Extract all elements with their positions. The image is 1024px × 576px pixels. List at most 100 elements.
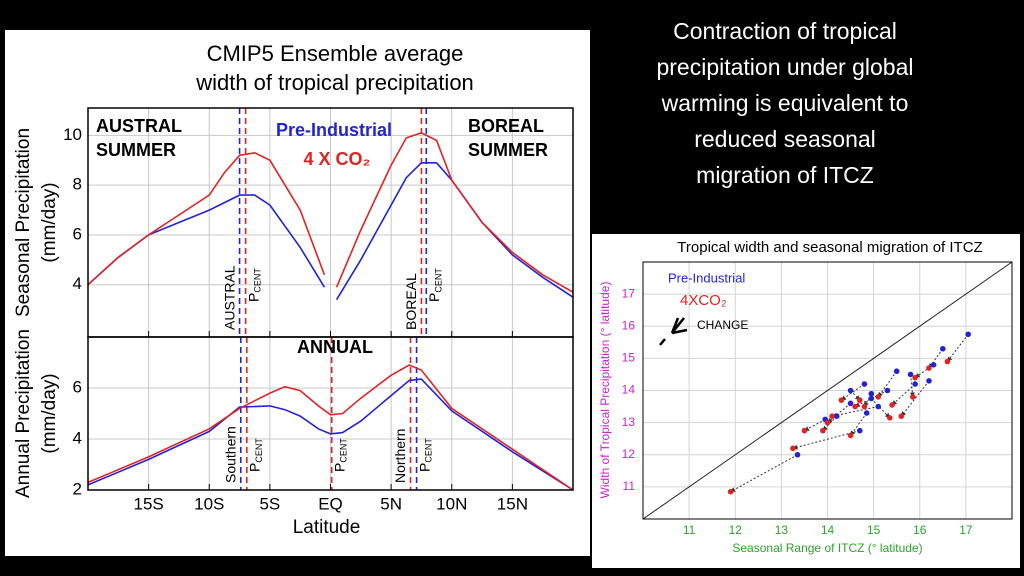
legend-entry: 4XCO₂ [680, 292, 727, 309]
change-arrow [730, 454, 798, 493]
p-cent-subscript: CENT [339, 438, 349, 463]
slide-heading-line: reduced seasonal [694, 126, 876, 152]
data-point [940, 345, 946, 352]
data-point [847, 387, 854, 394]
p-cent-subscript: CENT [254, 438, 264, 463]
y-tick-label: 6 [73, 377, 82, 396]
legend-entry: 4 X CO₂ [303, 149, 370, 169]
data-point [820, 427, 826, 434]
change-arrow [850, 412, 868, 436]
data-point [856, 397, 863, 403]
p-cent-subscript: CENT [424, 438, 434, 463]
data-point [893, 368, 900, 375]
change-arrow [792, 430, 860, 450]
x-tick-label: 5S [259, 494, 280, 513]
slide-heading-line: warming is equivalent to [661, 90, 909, 116]
change-arrow [827, 402, 851, 424]
panel-label: ANNUAL [297, 337, 373, 357]
y-tick-label: 13 [622, 415, 636, 429]
y-tick-label: 14 [622, 383, 636, 397]
p-cent-subscript: CENT [253, 268, 263, 293]
x-tick-label: 5N [380, 494, 402, 513]
data-point [847, 432, 854, 439]
data-point [907, 371, 914, 378]
data-point [889, 402, 895, 408]
slide-heading-line: Contraction of tropical [673, 18, 897, 44]
x-tick-label: 17 [959, 523, 973, 537]
slide-heading-line: migration of ITCZ [696, 162, 874, 188]
season-label: AUSTRAL [96, 116, 182, 136]
data-point [790, 445, 796, 452]
y-axis-label: Width of Tropical Precipitation (° latit… [598, 282, 612, 499]
x-tick-label: 14 [821, 523, 835, 537]
legend-entry: Pre-Industrial [668, 270, 745, 285]
data-point [875, 394, 882, 400]
data-point [727, 488, 734, 495]
y-tick-label: 2 [73, 479, 82, 498]
y-tick-label: 12 [622, 447, 636, 461]
y-axis-label: (mm/day) [39, 373, 60, 453]
data-point [910, 394, 916, 400]
data-point [965, 331, 971, 338]
data-point [861, 381, 868, 387]
right-figure-panel [592, 234, 1020, 568]
x-tick-label: 10S [194, 494, 224, 513]
data-point [926, 378, 932, 384]
change-arrow [900, 380, 930, 417]
y-tick-label: 15 [622, 351, 636, 365]
season-label: SUMMER [468, 140, 548, 160]
data-point [847, 400, 854, 407]
data-point [794, 451, 801, 458]
x-axis-label: Seasonal Range of ITCZ (° latitude) [732, 541, 922, 555]
chart-title: CMIP5 Ensemble average [207, 41, 464, 66]
data-point [852, 403, 858, 410]
slide-heading: Contraction of tropical precipitation und… [656, 18, 913, 188]
x-tick-label: 11 [683, 523, 696, 537]
data-point [884, 387, 891, 394]
chart-title: Tropical width and seasonal migration of… [677, 239, 982, 256]
x-tick-label: 12 [729, 523, 743, 537]
x-tick-label: 10N [436, 494, 467, 513]
season-label: BOREAL [468, 116, 544, 136]
change-arrow [870, 398, 891, 419]
change-arrow [891, 383, 916, 406]
data-point [868, 395, 875, 402]
y-tick-label: 6 [73, 224, 82, 243]
y-tick-label: 4 [73, 274, 82, 293]
data-point [801, 427, 808, 434]
change-arrow [840, 383, 865, 401]
p-cent-label: AUSTRAL [221, 265, 237, 330]
season-label: SUMMER [96, 140, 176, 160]
series-line [87, 132, 574, 293]
legend-change-icon [659, 317, 688, 346]
plot-frame [87, 336, 574, 491]
data-point [868, 390, 875, 397]
x-tick-label: 15 [867, 523, 881, 537]
p-cent-label: Southern [222, 426, 238, 483]
x-tick-label: 15S [134, 494, 164, 513]
x-axis-label: Latitude [293, 517, 361, 538]
data-point [926, 365, 932, 371]
p-cent-label: Northern [392, 429, 408, 483]
y-tick-label: 10 [63, 125, 82, 144]
x-tick-label: EQ [318, 494, 343, 513]
change-arrow [947, 333, 969, 362]
chart-title: width of tropical precipitation [195, 70, 474, 95]
data-point [838, 397, 845, 403]
legend-entry: CHANGE [697, 318, 748, 332]
data-point [856, 427, 863, 434]
plot-frame [642, 261, 1013, 520]
series-line [87, 364, 574, 491]
data-point [824, 419, 831, 426]
y-tick-label: 4 [73, 428, 82, 447]
y-tick-label: 8 [73, 175, 82, 194]
one-to-one-line [642, 261, 1013, 520]
change-arrow [822, 415, 838, 432]
y-axis-label: Seasonal Precipitation [13, 128, 34, 317]
y-tick-label: 11 [623, 479, 636, 493]
y-tick-label: 17 [622, 286, 636, 300]
y-tick-label: 16 [622, 318, 636, 332]
data-point [886, 415, 893, 421]
